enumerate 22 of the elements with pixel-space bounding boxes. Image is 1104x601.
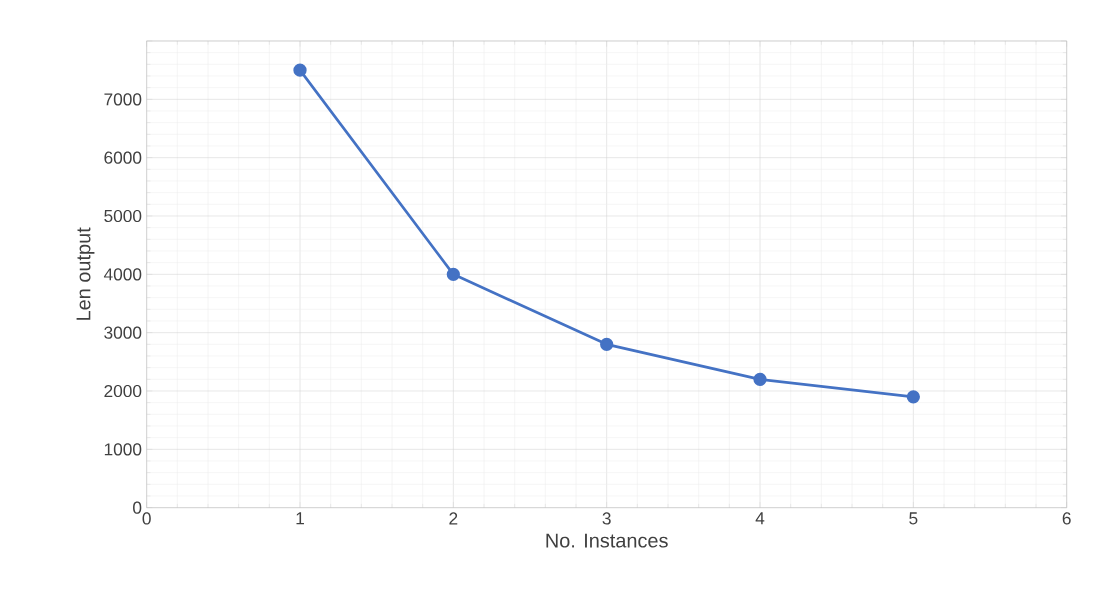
y-tick-label: 2000 xyxy=(104,384,142,398)
y-tick-label: 1000 xyxy=(104,443,142,456)
point xyxy=(600,337,614,351)
point xyxy=(906,390,920,404)
y-tick-label: 7000 xyxy=(104,93,142,106)
x-tick-label: 4 xyxy=(755,512,765,525)
y-tick-label: 5000 xyxy=(104,209,142,223)
x-tick-label: 2 xyxy=(449,512,458,525)
y-tick-label: 6000 xyxy=(104,151,142,164)
x-axis-title: No. Instances xyxy=(546,533,668,548)
x-tick-label: 6 xyxy=(1062,512,1071,525)
x-tick-label: 3 xyxy=(602,512,611,525)
point xyxy=(446,267,460,281)
y-tick-label: 4000 xyxy=(103,268,142,281)
x-tick-label: 5 xyxy=(909,512,918,525)
y-tick-label: 3000 xyxy=(104,326,142,339)
y-axis-title: Len output xyxy=(76,227,95,320)
point xyxy=(753,372,767,386)
point xyxy=(293,63,307,77)
x-tick-label: 0 xyxy=(142,512,151,525)
y-tick-label: 0 xyxy=(133,501,142,514)
x-tick-label: 1 xyxy=(296,512,304,525)
